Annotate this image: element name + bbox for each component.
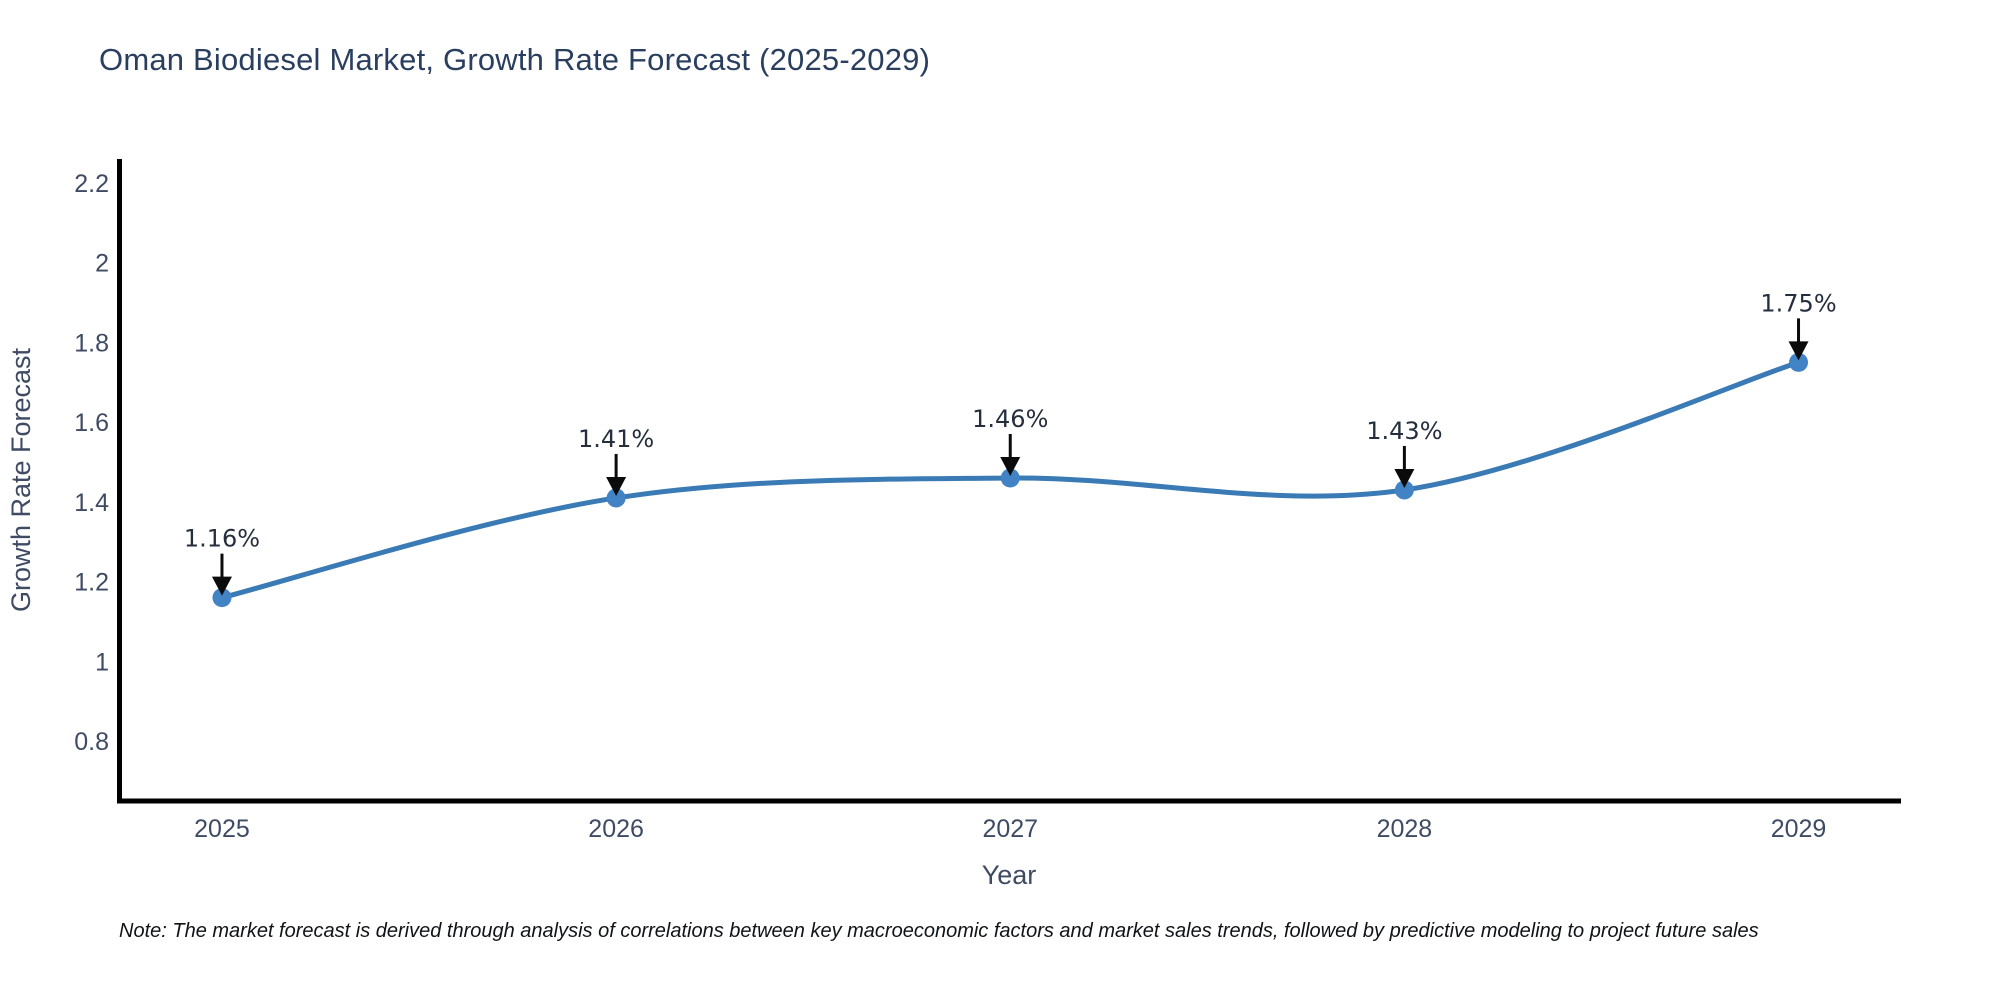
- y-axis-spine: [117, 159, 122, 804]
- y-tick-label: 1.8: [74, 329, 109, 357]
- chart-title: Oman Biodiesel Market, Growth Rate Forec…: [99, 42, 931, 77]
- annotation-label: 1.46%: [972, 405, 1048, 433]
- data-point-marker: [1394, 480, 1414, 500]
- annotation-label: 1.41%: [578, 425, 654, 453]
- data-point-marker: [1789, 352, 1809, 372]
- annotation-arrowhead: [606, 476, 627, 496]
- data-point-marker: [1000, 468, 1020, 488]
- x-axis-title: Year: [982, 860, 1037, 890]
- x-tick-label: 2029: [1771, 815, 1827, 843]
- annotation-arrowhead: [1000, 457, 1021, 477]
- y-tick-label: 1.6: [74, 409, 109, 437]
- footnote: Note: The market forecast is derived thr…: [119, 920, 1759, 942]
- y-tick-label: 1.2: [74, 569, 109, 597]
- x-tick-label: 2028: [1377, 815, 1433, 843]
- annotation-label: 1.43%: [1366, 417, 1442, 445]
- data-point-marker: [606, 488, 626, 508]
- annotation-label: 1.75%: [1760, 289, 1836, 317]
- y-tick-label: 0.8: [74, 728, 109, 756]
- y-tick-label: 2: [95, 250, 109, 278]
- x-tick-label: 2025: [194, 815, 250, 843]
- annotation-label: 1.16%: [184, 525, 260, 553]
- x-axis-spine: [117, 798, 1901, 804]
- x-tick-label: 2026: [588, 815, 644, 843]
- annotation-arrowhead: [1788, 341, 1809, 361]
- data-point-marker: [212, 588, 232, 608]
- y-tick-label: 2.2: [74, 170, 109, 198]
- annotation-arrowhead: [211, 576, 232, 596]
- x-tick-label: 2027: [982, 815, 1038, 843]
- plot-generated-layer: 1.16% 1.41% 1.46% 1.43% 1.75% 0.8 1 1.2 1.4 1.6 1.…: [74, 159, 1901, 843]
- y-axis-title: Growth Rate Forecast: [6, 347, 36, 612]
- annotation-arrowhead: [1394, 468, 1415, 488]
- y-tick-label: 1: [95, 648, 109, 676]
- y-tick-label: 1.4: [74, 489, 109, 517]
